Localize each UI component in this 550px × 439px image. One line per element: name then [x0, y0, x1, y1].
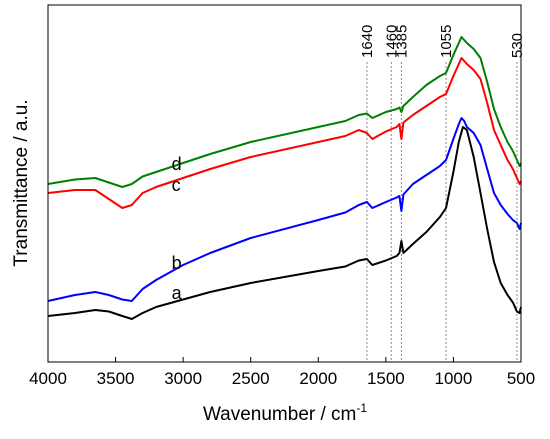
annotation-label: 1385 — [393, 25, 410, 58]
series-label-a: a — [172, 283, 183, 303]
x-tick-label: 3000 — [164, 369, 202, 388]
annotation-label: 1640 — [359, 25, 376, 58]
x-tick-layer: 4000 3500 3000 2500 2000 1500 1000 500 — [29, 357, 535, 388]
plot-frame — [47, 4, 522, 363]
x-tick-label: 1000 — [435, 369, 473, 388]
x-axis-title: Wavenumber / cm-1 — [203, 401, 367, 425]
y-axis-title: Transmittance / a.u. — [11, 99, 32, 266]
x-axis-title-superscript: -1 — [356, 401, 367, 415]
x-tick-label: 2500 — [232, 369, 270, 388]
series-line-d — [47, 36, 522, 188]
x-tick-label: 2000 — [299, 369, 337, 388]
annotation-label: 1055 — [438, 25, 455, 58]
curve-layer: ab cd — [47, 36, 522, 320]
series-line-c — [47, 57, 522, 209]
series-label-c: c — [172, 175, 181, 195]
series-label-b: b — [172, 253, 182, 273]
x-tick-label: 500 — [507, 369, 535, 388]
annotation-label: 1460 — [383, 25, 400, 58]
x-tick-label: 1500 — [367, 369, 405, 388]
series-line-b — [47, 117, 522, 302]
x-tick-label: 3500 — [97, 369, 135, 388]
series-line-a — [47, 126, 522, 320]
annotation-label: 530 — [509, 33, 526, 58]
x-tick-label: 4000 — [29, 369, 67, 388]
x-axis-title-text: Wavenumber / cm — [203, 404, 356, 425]
series-label-d: d — [172, 154, 182, 174]
